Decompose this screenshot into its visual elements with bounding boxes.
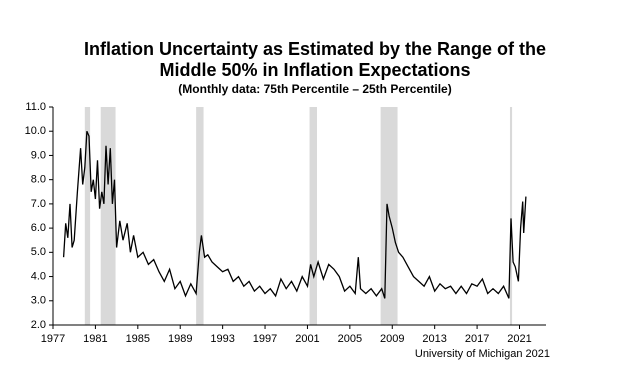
x-tick-label: 1997 bbox=[253, 333, 277, 345]
x-tick-label: 2001 bbox=[295, 333, 319, 345]
x-tick-label: 2009 bbox=[380, 333, 404, 345]
line-series bbox=[62, 130, 527, 299]
recession-band bbox=[84, 107, 91, 325]
x-tick-label: 1981 bbox=[83, 333, 107, 345]
y-tick-label: 8.0 bbox=[31, 174, 46, 186]
y-tick-label: 3.0 bbox=[31, 295, 46, 307]
y-tick-label: 7.0 bbox=[31, 198, 46, 210]
y-tick-label: 4.0 bbox=[31, 270, 46, 282]
y-tick-label: 9.0 bbox=[31, 149, 46, 161]
chart-title: Middle 50% in Inflation Expectations bbox=[159, 60, 470, 80]
x-tick-label: 1977 bbox=[41, 333, 65, 345]
source: University of Michigan 2021 bbox=[415, 348, 550, 360]
y-tick-label: 11.0 bbox=[25, 101, 46, 113]
y-tick-label: 2.0 bbox=[31, 319, 46, 331]
x-tick-label: 2005 bbox=[338, 333, 362, 345]
recession-band bbox=[196, 107, 204, 325]
recession-band bbox=[509, 107, 513, 325]
recession-band bbox=[309, 107, 317, 325]
x-tick-label: 1993 bbox=[210, 333, 234, 345]
y-tick-label: 5.0 bbox=[31, 246, 46, 258]
recession-band bbox=[100, 107, 116, 325]
x-tick-label: 2013 bbox=[422, 333, 446, 345]
y-tick-label: 10.0 bbox=[25, 125, 46, 137]
y-tick-label: 6.0 bbox=[31, 222, 46, 234]
chart-subtitle: (Monthly data: 75th Percentile – 25th Pe… bbox=[178, 82, 451, 96]
x-tick-label: 2021 bbox=[507, 333, 531, 345]
x-tick-label: 2017 bbox=[465, 333, 489, 345]
chart-title: Inflation Uncertainty as Estimated by th… bbox=[84, 39, 546, 59]
x-tick-label: 1989 bbox=[168, 333, 192, 345]
x-tick-label: 1985 bbox=[126, 333, 150, 345]
